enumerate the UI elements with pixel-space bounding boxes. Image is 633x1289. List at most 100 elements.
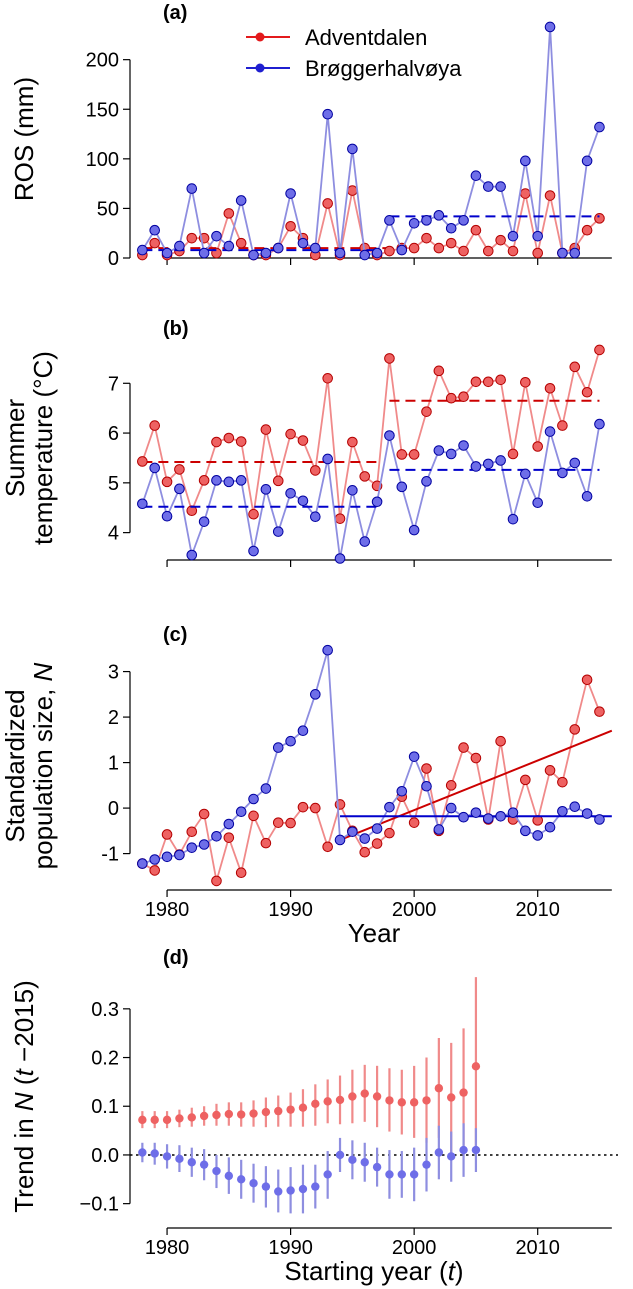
data-point: [408, 242, 420, 254]
x-tick-label: 2010: [515, 899, 560, 921]
y-axis-label: temperature (°C): [28, 351, 58, 545]
series-blue: [137, 418, 605, 564]
data-point: [520, 825, 531, 837]
data-point: [261, 1182, 271, 1191]
data-point: [507, 513, 519, 525]
data-point: [285, 220, 296, 232]
data-point: [311, 1099, 320, 1109]
data-point: [495, 181, 506, 192]
panel-label: (b): [163, 318, 189, 340]
y-tick-label: 0.3: [91, 999, 119, 1021]
data-point: [334, 247, 346, 259]
data-point: [235, 436, 247, 447]
data-point: [482, 376, 494, 388]
data-point: [260, 247, 272, 259]
data-point: [408, 817, 420, 828]
data-point: [360, 1089, 369, 1098]
data-point: [211, 475, 222, 486]
data-point: [371, 838, 383, 849]
data-point: [223, 240, 235, 252]
data-point: [445, 802, 457, 814]
x-axis-label: Year: [348, 918, 401, 948]
data-point: [137, 858, 148, 869]
y-tick-label: 100: [86, 149, 119, 171]
data-point: [223, 476, 235, 488]
data-point: [187, 1113, 196, 1122]
data-point: [199, 1160, 209, 1169]
data-point: [174, 464, 185, 475]
data-point: [274, 1106, 283, 1116]
panel-d: −0.1 0.0 0.1 0.2 0.3 1980 1990 2000 2010 (d) Trend…: [9, 947, 618, 1286]
data-point: [445, 222, 457, 234]
data-point: [248, 249, 259, 261]
data-point: [161, 510, 173, 522]
data-point: [447, 1152, 456, 1161]
data-point: [371, 247, 383, 259]
data-point: [459, 1145, 468, 1155]
data-point: [137, 456, 148, 467]
data-point: [335, 1095, 345, 1105]
data-point: [198, 475, 210, 486]
data-point: [260, 783, 272, 794]
data-point: [186, 549, 198, 561]
series-line: [141, 190, 601, 258]
data-point: [557, 247, 568, 259]
data-point: [347, 485, 358, 496]
data-point: [174, 240, 185, 252]
data-point: [581, 490, 593, 502]
data-point: [520, 376, 531, 388]
data-point: [397, 1170, 406, 1179]
data-point: [161, 476, 173, 488]
data-point: [445, 392, 457, 404]
data-point: [297, 495, 309, 507]
data-point: [310, 242, 321, 254]
x-tick-label: 2010: [515, 1237, 560, 1259]
data-point: [150, 1149, 159, 1158]
data-point: [470, 461, 482, 472]
data-point: [199, 1111, 209, 1121]
data-point: [286, 1105, 295, 1114]
data-point: [396, 785, 408, 797]
data-point: [557, 420, 568, 431]
data-point: [470, 170, 482, 181]
data-point: [359, 846, 371, 858]
data-point: [433, 242, 445, 254]
data-point: [470, 224, 482, 236]
data-point: [162, 1115, 172, 1125]
data-point: [544, 382, 556, 394]
data-point: [236, 1175, 246, 1184]
data-point: [409, 1170, 419, 1179]
data-point: [371, 823, 383, 834]
data-point: [520, 468, 531, 480]
x-tick-label: 2000: [392, 899, 437, 921]
y-tick-label: 200: [86, 50, 119, 72]
data-point: [235, 475, 247, 486]
data-point: [137, 244, 148, 256]
data-point: [297, 237, 309, 249]
data-point: [544, 21, 556, 33]
data-point: [322, 644, 333, 656]
data-point: [544, 190, 556, 201]
data-point: [261, 1107, 271, 1117]
data-point: [581, 674, 593, 686]
data-point: [384, 353, 395, 364]
data-point: [211, 436, 222, 448]
data-point: [421, 780, 432, 792]
data-point: [198, 247, 210, 259]
data-point: [359, 536, 371, 547]
data-point: [544, 765, 556, 776]
data-point: [272, 242, 284, 254]
data-point: [310, 802, 321, 814]
data-point: [581, 155, 593, 167]
series-blue: [137, 644, 612, 869]
data-point: [532, 830, 543, 841]
data-point: [348, 1155, 357, 1165]
data-point: [470, 807, 482, 818]
data-point: [581, 808, 593, 819]
data-point: [322, 108, 333, 120]
data-point: [421, 406, 432, 417]
data-point: [495, 455, 506, 466]
data-point: [285, 188, 296, 199]
data-point: [285, 487, 296, 499]
data-point: [272, 475, 284, 487]
